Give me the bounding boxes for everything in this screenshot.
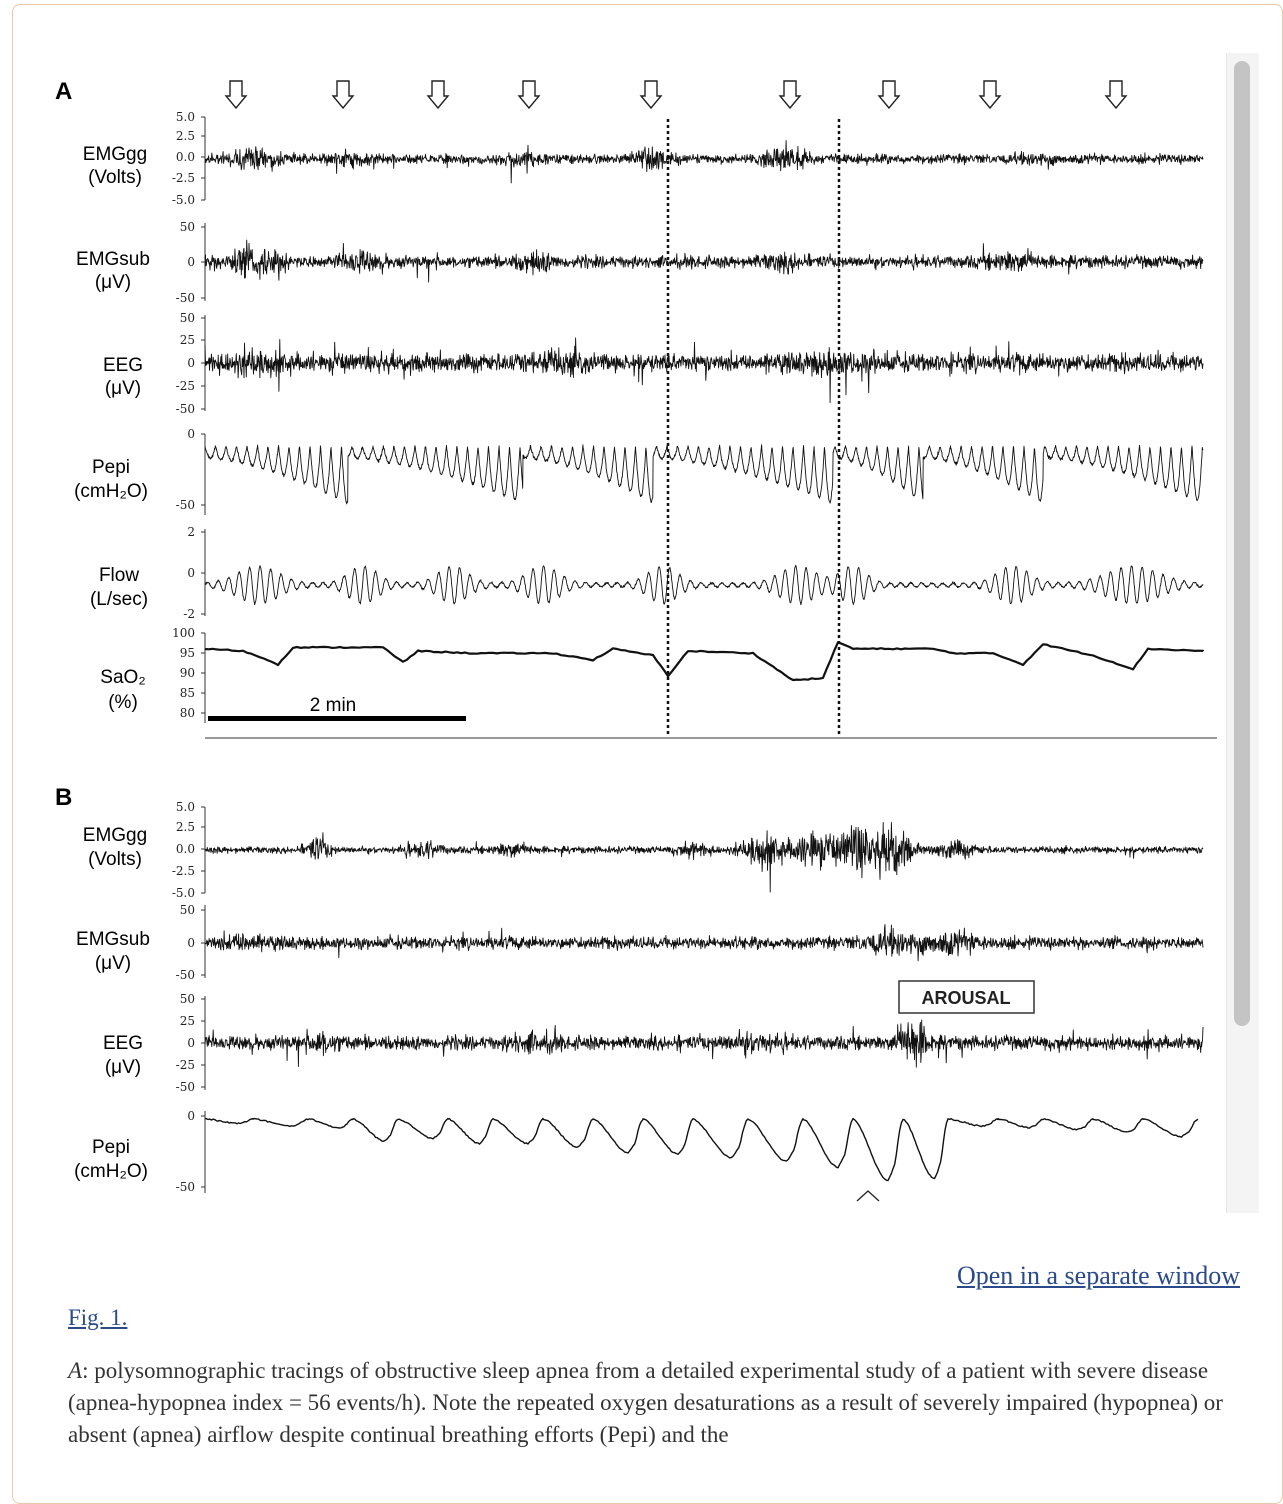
caption-text: : polysomnographic tracings of obstructi… (68, 1358, 1223, 1447)
y-tick-label: 0 (187, 566, 195, 580)
y-tick-label: 0 (187, 427, 195, 441)
y-tick-label: 0 (187, 936, 195, 950)
figure-scrollbar[interactable] (1226, 53, 1259, 1213)
channel-name: Pepi (92, 1137, 130, 1158)
figure-card: 5.0 2.5 0.0 -2.5 -5.0 50 0 -50 50 25 0 -25 -50 0 -50 2 0… (12, 4, 1283, 1504)
y-tick-label: -5.0 (172, 886, 195, 900)
up-arrow-icon (856, 1190, 880, 1202)
polysomnography-figure: 5.0 2.5 0.0 -2.5 -5.0 50 0 -50 50 25 0 -25 -50 0 -50 2 0… (55, 78, 1217, 1202)
y-tick-label: 50 (180, 220, 195, 234)
y-tick-label: 50 (180, 311, 195, 325)
emggg-trace-a (204, 140, 1204, 184)
y-tick-label: -5.0 (172, 193, 195, 207)
pepi-trace-b (204, 1117, 1199, 1182)
y-tick-label: 90 (180, 666, 195, 680)
panel-a-letter: A (55, 78, 72, 105)
y-tick-label: 0 (187, 1109, 195, 1123)
down-arrow-icon (778, 80, 802, 110)
y-tick-label: 50 (180, 992, 195, 1006)
y-tick-label: -50 (176, 968, 195, 982)
y-tick-label: 0.0 (176, 150, 195, 164)
y-tick-label: -2 (183, 607, 195, 621)
eeg-trace-a (204, 337, 1204, 404)
channel-name: EMGgg (83, 825, 147, 846)
channel-name: EMGgg (83, 144, 147, 165)
open-in-separate-window-link[interactable]: Open in a separate window (956, 1261, 1240, 1290)
channel-unit: (Volts) (88, 167, 142, 188)
channel-unit: (Volts) (88, 849, 142, 870)
y-tick-label: 80 (180, 706, 195, 720)
y-tick-label: -50 (176, 498, 195, 512)
y-tick-label: 5.0 (176, 800, 195, 814)
channel-unit: (μV) (105, 378, 141, 399)
y-tick-label: 2 (187, 525, 195, 539)
y-tick-label: 5.0 (176, 110, 195, 124)
y-tick-label: 25 (180, 333, 195, 347)
y-tick-label: 25 (180, 1014, 195, 1028)
channel-unit: (%) (108, 692, 138, 713)
down-arrow-icon (331, 80, 355, 110)
y-tick-label: -2.5 (172, 171, 195, 185)
channel-name: Pepi (92, 457, 130, 478)
y-tick-label: 85 (180, 686, 195, 700)
arousal-box (898, 980, 1035, 1014)
y-tick-label: -50 (176, 1080, 195, 1094)
channel-unit: (μV) (105, 1057, 141, 1078)
channel-name: EEG (103, 1033, 143, 1054)
channel-unit: (μV) (95, 953, 131, 974)
y-tick-label: -2.5 (172, 864, 195, 878)
pepi-trace-a (204, 444, 1204, 505)
down-arrow-icon (639, 80, 663, 110)
down-arrow-icon (1104, 80, 1128, 110)
channel-unit: (cmH₂O) (74, 481, 148, 502)
y-tick-label: 0 (187, 255, 195, 269)
emgsub-trace-a (204, 239, 1204, 283)
y-tick-label: 95 (180, 646, 195, 660)
y-tick-label: 0 (187, 1036, 195, 1050)
y-tick-label: 50 (180, 903, 195, 917)
y-tick-label: 2.5 (176, 129, 195, 143)
y-tick-label: -50 (176, 402, 195, 416)
y-tick-label: -25 (176, 379, 195, 393)
channel-name: EEG (103, 355, 143, 376)
sao2-trace-a (204, 641, 1205, 682)
y-tick-label: 2.5 (176, 820, 195, 834)
channel-name: Flow (99, 565, 139, 586)
figure-viewport[interactable]: 5.0 2.5 0.0 -2.5 -5.0 50 0 -50 50 25 0 -25 -50 0 -50 2 0… (53, 53, 1227, 1213)
y-tick-label: 100 (172, 626, 195, 640)
eeg-trace-b (204, 1019, 1204, 1068)
down-arrow-icon (978, 80, 1002, 110)
scale-bar-label: 2 min (310, 695, 356, 716)
channel-unit: (L/sec) (90, 589, 148, 610)
caption-panel-ref: A (68, 1358, 83, 1383)
down-arrow-icon (877, 80, 901, 110)
scrollbar-thumb[interactable] (1234, 61, 1250, 1026)
y-tick-label: 0.0 (176, 842, 195, 856)
channel-name: EMGsub (76, 929, 150, 950)
y-tick-label: 0 (187, 356, 195, 370)
channel-unit: (cmH₂O) (74, 1161, 148, 1182)
emggg-trace-b (204, 821, 1204, 893)
y-tick-label: -25 (176, 1058, 195, 1072)
channel-unit: (μV) (95, 272, 131, 293)
channel-name: EMGsub (76, 249, 150, 270)
y-tick-label: -50 (176, 1180, 195, 1194)
scale-bar (208, 716, 466, 721)
emgsub-trace-b (204, 924, 1204, 962)
panel-b-letter: B (55, 784, 72, 811)
down-arrow-icon (517, 80, 541, 110)
down-arrow-icon (426, 80, 450, 110)
arousal-label: AROUSAL (922, 988, 1011, 1008)
down-arrow-icon (224, 80, 248, 110)
figure-caption: A: polysomnographic tracings of obstruct… (68, 1355, 1253, 1451)
flow-trace-a (204, 564, 1204, 606)
y-tick-label: -50 (176, 291, 195, 305)
channel-name: SaO₂ (100, 667, 145, 688)
figure-label-link[interactable]: Fig. 1. (68, 1305, 128, 1330)
